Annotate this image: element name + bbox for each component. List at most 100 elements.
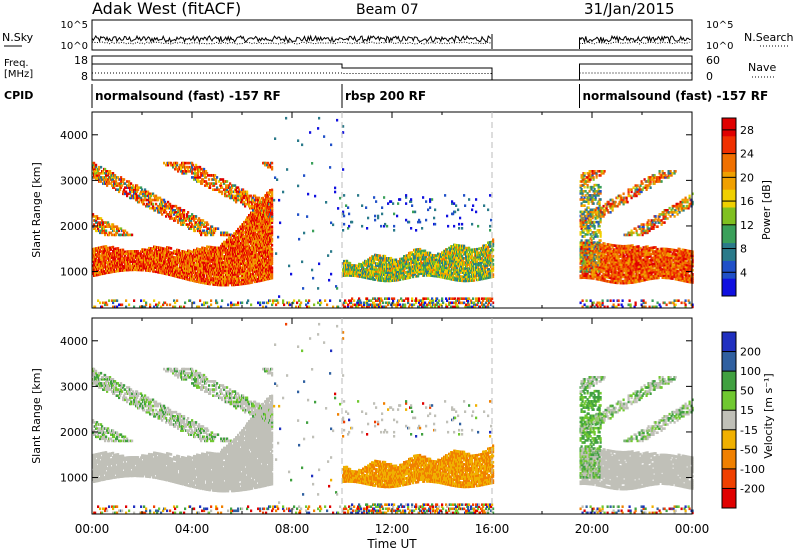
power-cell: [206, 182, 209, 185]
power-cell: [169, 217, 172, 220]
power-cell: [237, 231, 240, 235]
power-cell: [259, 234, 262, 237]
power-cell: [372, 255, 375, 258]
power-cell: [246, 245, 249, 248]
power-cell: [243, 223, 246, 226]
power-cell: [238, 279, 241, 282]
power-cell: [92, 260, 95, 263]
power-cell: [164, 200, 167, 204]
power-cell: [126, 264, 129, 268]
power-cell: [217, 227, 220, 230]
power-cell: [282, 299, 285, 302]
power-cell: [197, 178, 200, 181]
power-cell: [128, 268, 131, 272]
power-cell: [271, 194, 274, 198]
power-cell: [249, 271, 252, 274]
power-cell: [164, 258, 167, 261]
power-cell: [264, 227, 267, 230]
power-cell: [286, 168, 289, 171]
power-cell: [99, 248, 102, 251]
power-cell: [279, 221, 282, 225]
power-cell: [114, 174, 117, 177]
power-cell: [111, 225, 114, 228]
power-cell: [266, 206, 269, 210]
power-cell: [195, 257, 198, 261]
power-cell: [145, 194, 148, 198]
power-cell: [251, 202, 254, 206]
power-cell: [247, 224, 250, 227]
power-cell: [259, 265, 262, 268]
power-cell: [169, 253, 172, 256]
power-cell: [239, 254, 242, 257]
power-cell: [374, 214, 377, 218]
power-cell: [334, 186, 337, 190]
power-cell: [100, 250, 103, 253]
power-cell: [118, 190, 121, 194]
power-cell: [381, 206, 384, 209]
power-cell: [102, 223, 105, 226]
power-cell: [104, 233, 107, 237]
power-cell: [226, 231, 229, 235]
power-cell: [264, 220, 267, 224]
power-cell: [262, 305, 265, 309]
power-cell: [186, 265, 189, 269]
power-cell: [141, 260, 144, 264]
power-cell: [231, 190, 234, 194]
power-cell: [150, 200, 153, 204]
power-cell: [233, 263, 236, 266]
power-cell: [198, 219, 201, 222]
power-cell: [227, 283, 230, 287]
power-cell: [165, 202, 168, 206]
power-cell: [259, 198, 262, 202]
power-cell: [99, 172, 102, 175]
power-cell: [214, 229, 217, 233]
power-cell: [253, 211, 256, 214]
power-cell: [171, 255, 174, 259]
power-cell: [368, 303, 371, 307]
power-cell: [248, 273, 251, 277]
power-cell: [204, 221, 207, 224]
power-cell: [167, 200, 170, 204]
power-cell: [375, 200, 378, 203]
power-cell: [102, 229, 105, 233]
power-cell: [142, 268, 145, 272]
power-cell: [206, 245, 209, 248]
power-cell: [128, 303, 131, 307]
power-cell: [221, 186, 224, 189]
power-cell: [237, 196, 240, 200]
power-cell: [212, 229, 215, 233]
power-cell: [127, 192, 130, 196]
power-cell: [196, 280, 199, 283]
power-cell: [342, 131, 345, 134]
power-cell: [116, 259, 119, 263]
power-cell: [250, 232, 253, 235]
power-cell: [236, 260, 239, 264]
power-cell: [133, 186, 136, 189]
power-cell: [179, 213, 182, 216]
power-cell: [271, 256, 274, 259]
power-cell: [171, 269, 174, 273]
power-cell: [117, 227, 120, 230]
power-cell: [399, 198, 402, 201]
power-cell: [156, 305, 159, 309]
noise-search-trace: [91, 41, 493, 45]
power-cell: [186, 213, 189, 216]
power-cell: [245, 239, 248, 242]
power-cell: [128, 233, 131, 237]
power-cell: [336, 287, 339, 290]
power-cell: [184, 161, 187, 165]
power-cell: [191, 161, 194, 165]
power-cell: [199, 299, 202, 302]
power-cell: [188, 223, 191, 226]
power-cell: [212, 233, 215, 237]
power-cell: [176, 161, 179, 165]
power-cell: [166, 260, 169, 264]
power-cell: [241, 301, 244, 305]
power-cell: [237, 303, 240, 307]
power-cell: [206, 229, 209, 233]
power-cell: [213, 184, 216, 187]
power-cell: [246, 202, 249, 206]
power-cell: [124, 254, 127, 258]
power-cell: [94, 227, 97, 230]
power-cell: [248, 220, 251, 223]
